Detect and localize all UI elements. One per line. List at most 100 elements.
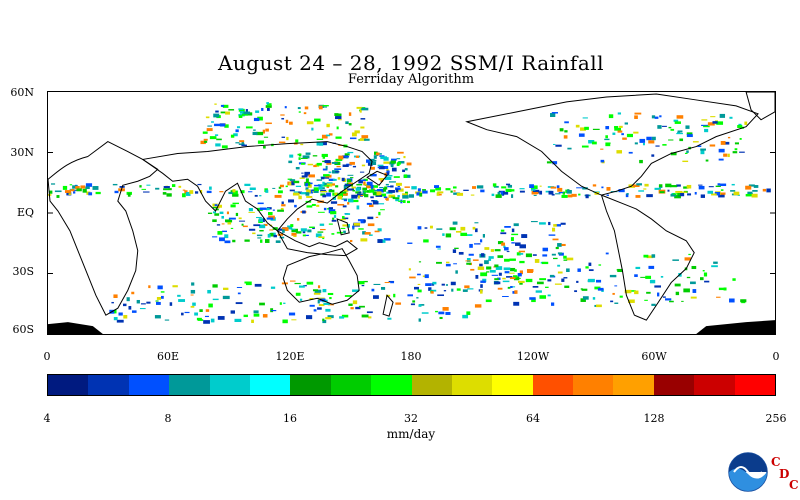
rain-patch	[500, 191, 504, 195]
rain-patch	[691, 265, 697, 270]
rain-patch	[224, 234, 229, 239]
rain-patch	[614, 127, 622, 131]
rain-patch	[488, 258, 492, 261]
rain-patch	[406, 162, 412, 166]
rain-patch	[311, 203, 316, 206]
rain-patch	[356, 183, 363, 186]
rain-patch	[734, 142, 739, 145]
rain-patch	[702, 270, 705, 272]
rain-patch	[279, 302, 282, 305]
rain-patch	[245, 281, 252, 286]
rain-patch	[252, 232, 256, 235]
rain-patch	[357, 281, 365, 285]
rain-patch	[321, 134, 328, 139]
rain-patch	[646, 291, 651, 294]
rain-patch	[54, 190, 62, 193]
rain-patch	[383, 187, 386, 192]
rain-patch	[313, 190, 319, 193]
colorbar-tick-64: 64	[526, 412, 540, 425]
rain-patch	[190, 289, 196, 294]
rain-patch	[232, 189, 236, 193]
rain-patch	[700, 194, 705, 198]
rain-patch	[418, 304, 422, 307]
rain-patch	[371, 288, 375, 292]
rain-patch	[571, 193, 577, 197]
rain-patch	[214, 213, 220, 216]
rain-patch	[68, 193, 72, 195]
rain-patch	[436, 228, 443, 230]
rain-patch	[474, 304, 482, 308]
rain-patch	[392, 197, 400, 200]
rain-patch	[155, 187, 160, 190]
rain-patch	[322, 237, 325, 240]
rain-patch	[681, 300, 684, 302]
rain-patch	[445, 263, 451, 267]
rain-patch	[514, 269, 517, 272]
colorbar-tick-16: 16	[283, 412, 297, 425]
rain-patch	[205, 309, 210, 312]
rain-patch	[248, 208, 253, 212]
rain-patch	[683, 186, 689, 189]
rain-patch	[223, 287, 229, 290]
rain-patch	[326, 192, 331, 197]
rain-patch	[549, 274, 555, 278]
rain-patch	[255, 110, 260, 113]
rain-patch	[291, 232, 297, 236]
rain-patch	[328, 223, 333, 225]
rain-patch	[654, 187, 662, 190]
rain-patch	[211, 121, 214, 123]
rain-patch	[486, 271, 490, 273]
rain-patch	[164, 319, 170, 321]
rain-patch	[439, 193, 442, 196]
rain-patch	[358, 179, 363, 184]
rain-patch	[477, 266, 485, 270]
rain-patch	[561, 194, 568, 198]
rain-patch	[622, 137, 627, 140]
rain-patch	[328, 133, 333, 136]
rain-patch	[553, 224, 557, 227]
rain-patch	[595, 279, 602, 283]
rain-patch	[511, 228, 515, 233]
rain-patch	[636, 183, 642, 186]
rain-patch	[744, 121, 748, 125]
rain-patch	[557, 252, 562, 255]
coastlines	[48, 92, 775, 321]
rain-patch	[605, 142, 611, 147]
rain-patch	[703, 272, 708, 277]
rain-patch	[224, 240, 231, 244]
rain-patch	[320, 193, 326, 196]
rain-patch	[157, 285, 163, 290]
rain-patch	[212, 298, 219, 301]
rain-patch	[701, 119, 708, 121]
rain-patch	[416, 192, 421, 196]
rain-patch	[294, 204, 297, 208]
rain-patch	[238, 108, 244, 110]
rain-patch	[372, 201, 379, 205]
rain-patch	[221, 215, 225, 219]
rain-patch	[380, 156, 387, 160]
rain-patch	[391, 158, 397, 161]
rain-patch	[266, 217, 274, 220]
rain-patch	[619, 125, 623, 128]
rain-patch	[424, 227, 428, 229]
rain-patch	[659, 115, 662, 118]
rain-patch	[257, 140, 265, 144]
rain-patch	[253, 129, 256, 131]
rain-patch	[437, 191, 444, 194]
rain-patch	[552, 238, 559, 241]
rain-patch	[288, 182, 294, 186]
rain-patch	[462, 289, 468, 292]
rain-patch	[364, 232, 371, 235]
rain-patch	[346, 179, 352, 183]
rain-patch	[343, 198, 347, 202]
rain-patch	[342, 217, 349, 220]
rain-patch	[363, 181, 366, 186]
rain-patch	[244, 183, 251, 187]
rain-patch	[481, 253, 485, 257]
rain-patch	[494, 278, 499, 281]
rain-patch	[659, 191, 665, 194]
rain-patch	[635, 195, 641, 198]
rain-patch	[222, 230, 228, 233]
rain-patch	[608, 114, 614, 119]
rain-patch	[306, 189, 311, 194]
